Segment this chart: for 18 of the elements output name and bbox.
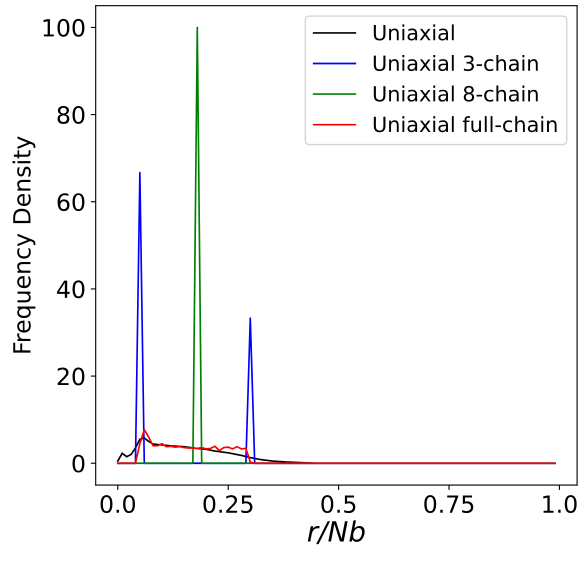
x-tick-label: 0.5 <box>321 495 356 514</box>
y-tick-label: 20 <box>58 368 84 386</box>
y-tick-label: 0 <box>72 454 84 473</box>
y-tick-label: 60 <box>58 193 84 212</box>
legend-label: Uniaxial 8-chain <box>374 86 538 102</box>
legend-label: Uniaxial full-chain <box>374 116 557 132</box>
legend-label: Uniaxial <box>374 24 454 41</box>
line-series <box>116 428 556 464</box>
y-tick-label: 100 <box>44 18 84 37</box>
y-axis-title: Frequency Density <box>12 136 36 353</box>
y-tick-label: 40 <box>57 280 84 298</box>
legend-label: Uniaxial 3-chain <box>374 54 538 72</box>
x-tick-label: 0.0 <box>100 495 135 514</box>
x-tick-label: 1.0 <box>543 495 577 514</box>
x-axis-title: r/Nb <box>308 520 365 544</box>
y-tick-label: 80 <box>58 106 84 124</box>
x-tick-label: 0.75 <box>424 495 474 514</box>
x-tick-label: 0.25 <box>203 495 252 514</box>
